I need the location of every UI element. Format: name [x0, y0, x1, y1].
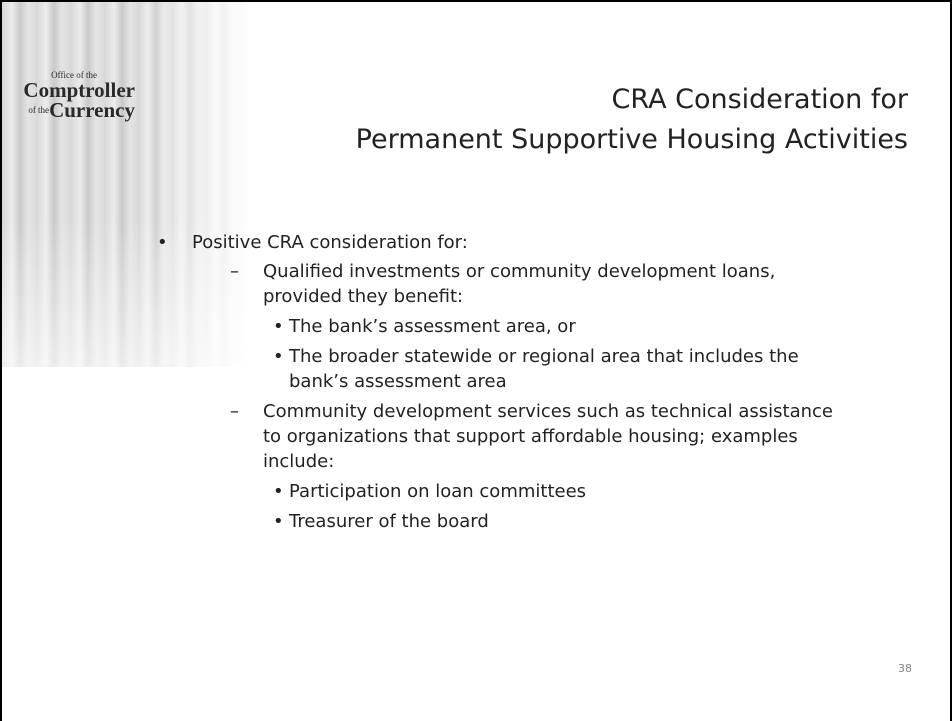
- bullet-text: Community development services such as t…: [263, 401, 833, 472]
- title-line: Permanent Supportive Housing Activities: [356, 120, 908, 160]
- bullet-list: Positive CRA consideration for: Qualified…: [157, 230, 897, 534]
- bullet-item: Positive CRA consideration for: Qualified…: [157, 230, 897, 534]
- bullet-item: Community development services such as t…: [230, 399, 853, 534]
- slide: Office of the Comptroller of theCurrency…: [0, 0, 952, 721]
- bullet-text: The broader statewide or regional area t…: [289, 346, 799, 392]
- bullet-text: Participation on loan committees: [289, 481, 586, 502]
- bullet-item: Qualified investments or community devel…: [230, 259, 853, 394]
- logo-line: Comptroller: [22, 80, 207, 100]
- logo-word: Currency: [49, 98, 135, 122]
- bullet-item: The bank’s assessment area, or: [273, 314, 859, 339]
- bullet-item: Treasurer of the board: [273, 509, 859, 534]
- title-line: CRA Consideration for: [356, 80, 908, 120]
- bullet-list: Participation on loan committees Treasure…: [263, 479, 853, 534]
- slide-body: Positive CRA consideration for: Qualified…: [157, 230, 897, 539]
- bullet-list: Qualified investments or community devel…: [192, 259, 897, 534]
- bullet-list: The bank’s assessment area, or The broade…: [263, 314, 853, 394]
- logo-line: of theCurrency: [22, 100, 207, 120]
- bullet-item: The broader statewide or regional area t…: [273, 344, 859, 394]
- slide-title: CRA Consideration for Permanent Supporti…: [356, 80, 908, 160]
- page-number: 38: [898, 662, 912, 675]
- logo-prefix: of the: [28, 105, 49, 115]
- bullet-item: Participation on loan committees: [273, 479, 859, 504]
- bullet-text: Qualified investments or community devel…: [263, 261, 775, 307]
- bullet-text: Positive CRA consideration for:: [192, 232, 468, 253]
- logo: Office of the Comptroller of theCurrency: [22, 70, 207, 120]
- bullet-text: The bank’s assessment area, or: [289, 316, 576, 337]
- bullet-text: Treasurer of the board: [289, 511, 489, 532]
